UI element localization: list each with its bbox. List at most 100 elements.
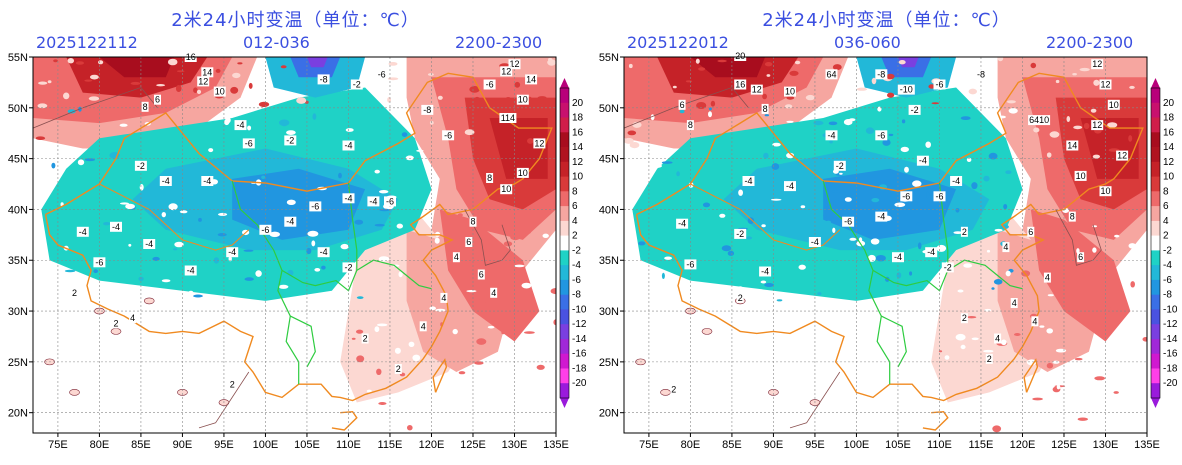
field-speckle (208, 148, 214, 153)
field-speckle (917, 242, 922, 250)
field-speckle (225, 116, 231, 124)
field-speckle (62, 92, 70, 100)
contour-label: -2 (911, 105, 919, 115)
contour-label-bg (112, 318, 120, 329)
field-speckle (695, 58, 700, 64)
field-speckle (786, 152, 795, 159)
field-speckle (505, 97, 511, 101)
field-speckle (1090, 108, 1097, 113)
contour-label: 6 (155, 95, 160, 105)
field-speckle (896, 272, 902, 279)
field-speckle (1049, 131, 1060, 138)
contour-label: -4 (344, 193, 352, 203)
colorbar-swatch (560, 368, 569, 384)
field-speckle (651, 164, 662, 168)
field-speckle (338, 172, 342, 179)
field-speckle (986, 249, 991, 253)
contour-label-bg (994, 333, 1002, 344)
field-speckle (398, 271, 403, 278)
contour-label-bg (228, 379, 236, 390)
contour-label-bg (350, 79, 363, 90)
field-speckle (784, 104, 793, 109)
colorbar-swatch (1151, 294, 1160, 310)
field-speckle (452, 328, 458, 335)
field-speckle (1075, 264, 1082, 272)
field-speckle (311, 240, 316, 247)
contour-label: 6 (466, 237, 471, 247)
field-speckle (401, 132, 408, 138)
contour-label-bg (129, 313, 137, 324)
contour-label-bg (933, 79, 946, 90)
field-speckle (894, 202, 906, 208)
contour-label: -4 (919, 156, 927, 166)
contour-label: 8 (1070, 212, 1075, 222)
contour-label-bg (1031, 316, 1039, 327)
field-speckle (856, 87, 868, 91)
field-speckle (518, 308, 528, 313)
colorbar-label: -4 (572, 260, 581, 271)
field-speckle (1039, 325, 1045, 328)
lon-label: 100E (253, 439, 279, 451)
hainan-border (922, 410, 949, 431)
field-speckle (776, 299, 783, 302)
field-speckle (179, 210, 188, 214)
contour-label: 4 (491, 288, 496, 298)
field-speckle (130, 81, 141, 85)
contour-label: 12 (1092, 120, 1102, 130)
field-speckle (527, 138, 534, 144)
field-speckle (269, 231, 280, 237)
contour-label: -6 (245, 138, 253, 148)
contour-label-bg (184, 265, 197, 276)
contour-label: 4 (441, 293, 446, 303)
field-speckle (831, 190, 841, 193)
lat-label: 20N (8, 408, 28, 420)
contour-label: 12 (198, 76, 208, 86)
field-speckle (77, 159, 85, 166)
contour-label: 4 (454, 252, 459, 262)
lon-label: 90E (173, 439, 193, 451)
field-speckle (93, 269, 98, 274)
contour-label: -4 (320, 247, 328, 257)
field-speckle (1128, 135, 1133, 142)
contour-label-bg (960, 313, 968, 324)
field-speckle (877, 106, 882, 112)
contour-label: 12 (534, 138, 544, 148)
lon-label: 115E (969, 439, 994, 451)
contour-label: 4 (1032, 316, 1037, 326)
contour-label: -6 (386, 196, 394, 206)
contour-label-bg (508, 59, 521, 70)
contour-label-bg (143, 239, 156, 249)
lon-label: 100E (844, 439, 870, 451)
field-speckle (405, 155, 414, 161)
field-speckle (38, 81, 48, 85)
init-time: 2025122112 (36, 33, 138, 52)
field-speckle (988, 152, 998, 160)
field-speckle (1128, 243, 1137, 249)
contour-label: -6 (877, 130, 885, 140)
field-speckle (1142, 337, 1147, 342)
contour-label: -4 (203, 176, 211, 186)
field-speckle (702, 202, 711, 208)
field-speckle (760, 280, 767, 284)
field-speckle (672, 85, 677, 89)
field-speckle (936, 244, 947, 252)
field-speckle (237, 62, 243, 65)
field-speckle (1005, 270, 1011, 277)
field-speckle (1052, 360, 1060, 364)
field-speckle (464, 278, 473, 282)
field-speckle (416, 149, 424, 152)
lon-label: 135E (1134, 439, 1160, 451)
field-speckle (1092, 380, 1102, 387)
field-speckle (1003, 204, 1008, 210)
colorbar-label: 20 (572, 98, 584, 109)
field-speckle (98, 60, 104, 65)
colorbar-swatch (560, 206, 569, 222)
contour-label-bg (154, 94, 161, 105)
field-speckle (1008, 108, 1018, 114)
contour-label-bg (442, 130, 455, 141)
lon-label: 75E (48, 439, 68, 451)
contour-label: -8 (977, 69, 985, 79)
field-speckle (1046, 152, 1052, 158)
field-speckle (764, 61, 773, 67)
lon-label: 75E (639, 439, 659, 451)
